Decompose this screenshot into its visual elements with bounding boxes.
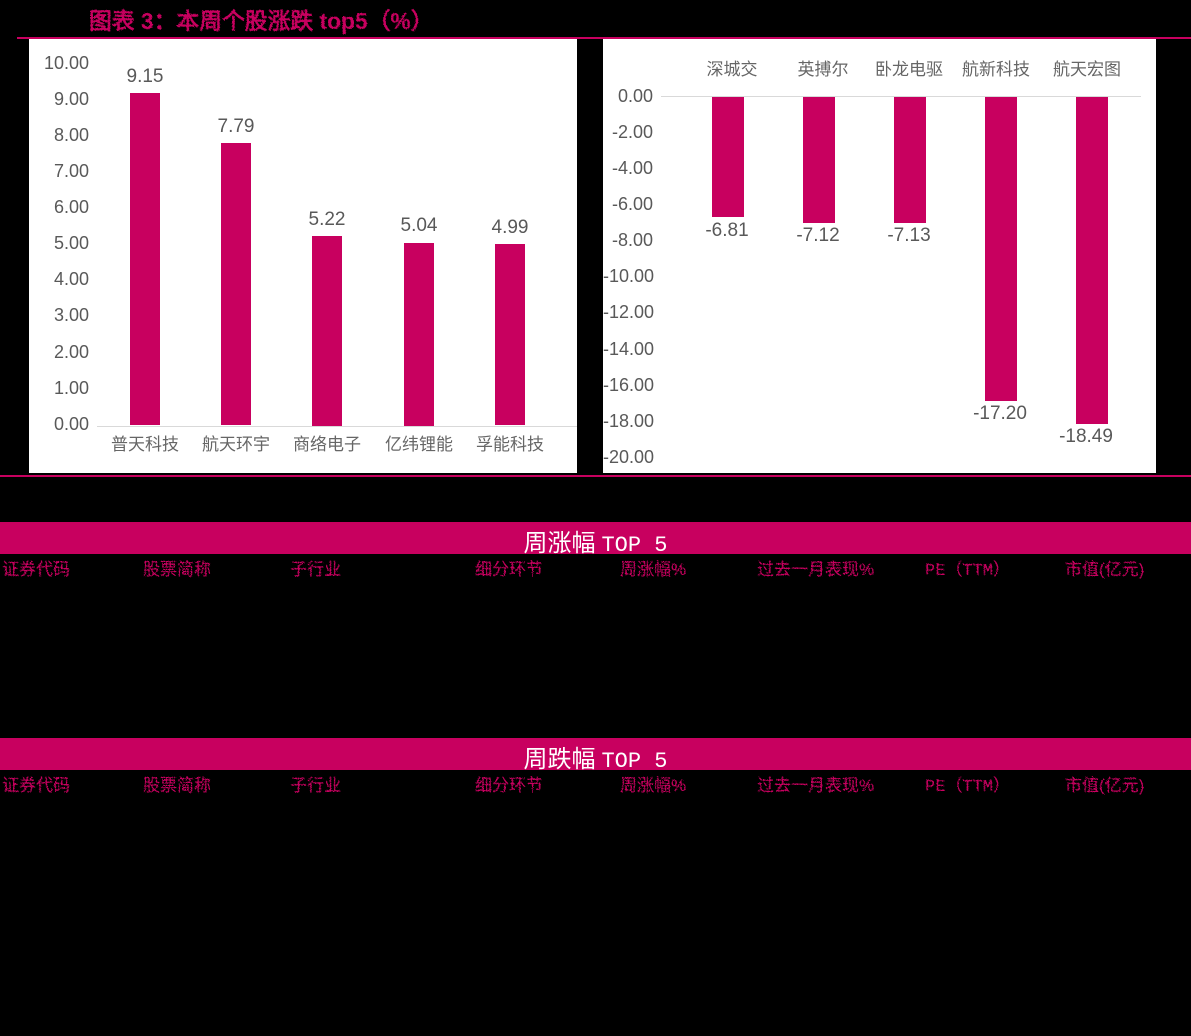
svg-text:细分环节: 细分环节 bbox=[475, 560, 543, 579]
svg-text:PE（TTM）: PE（TTM） bbox=[925, 776, 1010, 796]
svg-text:子行业: 子行业 bbox=[290, 560, 341, 579]
svg-text:股票简称: 股票简称 bbox=[143, 560, 211, 579]
svg-text:股票简称: 股票简称 bbox=[143, 776, 211, 795]
svg-text:证券代码: 证券代码 bbox=[2, 560, 70, 579]
svg-text:过去一月表现%: 过去一月表现% bbox=[757, 776, 874, 795]
svg-text:证券代码: 证券代码 bbox=[2, 776, 70, 795]
svg-text:市值(亿元): 市值(亿元) bbox=[1065, 560, 1144, 579]
svg-text:子行业: 子行业 bbox=[290, 776, 341, 795]
svg-text:细分环节: 细分环节 bbox=[475, 776, 543, 795]
svg-text:过去一月表现%: 过去一月表现% bbox=[757, 560, 874, 579]
svg-text:周涨幅%: 周涨幅% bbox=[620, 560, 686, 579]
svg-text:PE（TTM）: PE（TTM） bbox=[925, 560, 1010, 580]
svg-text:周涨幅%: 周涨幅% bbox=[620, 776, 686, 795]
svg-text:图表 3：本周个股涨跌 top5（%）: 图表 3：本周个股涨跌 top5（%） bbox=[89, 8, 434, 34]
svg-text:市值(亿元): 市值(亿元) bbox=[1065, 776, 1144, 795]
